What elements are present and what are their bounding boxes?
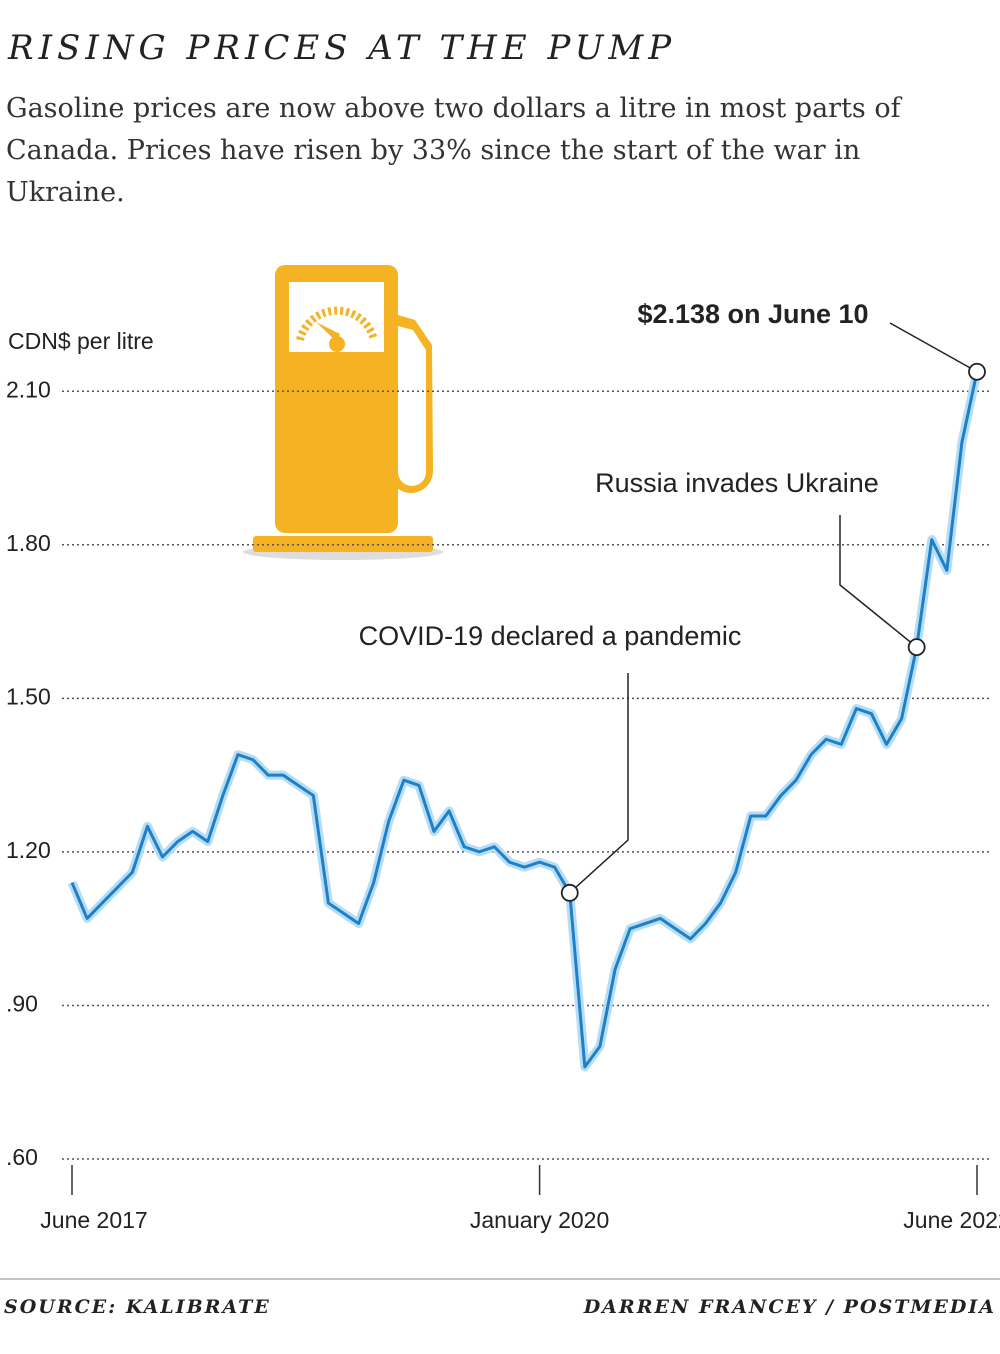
pump-icon [243,265,443,560]
annotation: Russia invades Ukraine [595,468,879,498]
y-axis-label: CDN$ per litre [8,328,154,354]
y-tick-label: 1.50 [6,683,51,709]
annotation-point [560,883,579,902]
subtitle: Gasoline prices are now above two dollar… [6,93,901,208]
y-tick-label: 1.80 [6,530,51,556]
annotation-point [968,362,986,381]
leader-line [889,322,978,373]
y-tick-label: .90 [6,991,38,1017]
line [70,371,979,1069]
leader-line [569,673,629,894]
credit: DARREN FRANCEY / POSTMEDIA [583,1296,996,1318]
source: SOURCE: KALIBRATE [4,1296,271,1318]
annotation: $2.138 on June 10 [637,299,868,329]
x-tick-label: January 2020 [470,1207,609,1233]
y-tick-label: 1.20 [6,837,51,863]
y-tick-label: 2.10 [6,376,51,402]
title: RISING PRICES AT THE PUMP [8,28,677,68]
x-tick-label: June 2017 [40,1207,147,1233]
annotation: COVID-19 declared a pandemic [359,621,742,651]
x-tick-label: June 2022 [903,1207,1000,1233]
y-tick-label: .60 [6,1144,38,1170]
annotation-point [907,638,926,657]
leader-line [839,515,918,648]
